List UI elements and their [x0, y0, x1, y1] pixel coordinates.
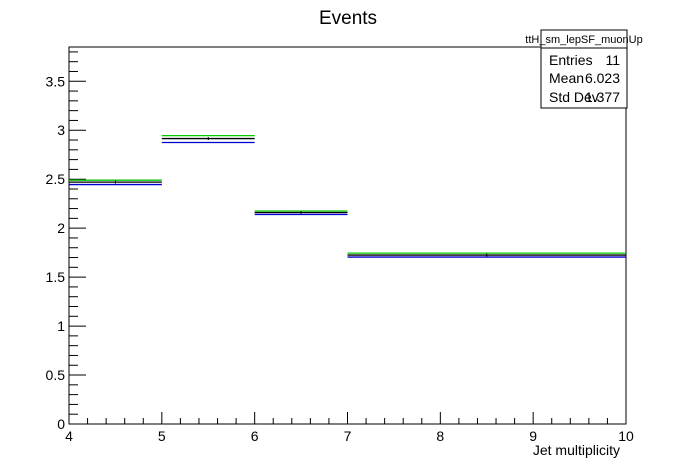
y-tick-label: 2.5 — [46, 171, 66, 187]
series-layer — [69, 134, 626, 258]
stats-entries-value: 11 — [605, 52, 620, 68]
stats-stddev-label: Std Dev — [549, 89, 599, 105]
x-tick-label: 5 — [158, 428, 166, 444]
stats-mean-value: 6.023 — [585, 70, 620, 86]
y-tick-label: 0.5 — [46, 367, 66, 383]
stats-stddev-value: 1.377 — [585, 89, 620, 105]
y-tick-label: 1.5 — [46, 269, 66, 285]
x-tick-label: 10 — [618, 428, 634, 444]
x-tick-label: 8 — [436, 428, 444, 444]
y-axis: 0 0.5 1 1.5 2 2.5 3 3.5 — [46, 51, 86, 432]
y-tick-label: 3 — [57, 122, 65, 138]
stats-entries-label: Entries — [549, 52, 593, 68]
y-tick-label: 0 — [57, 416, 65, 432]
stats-box-title: ttH_sm_lepSF_muonUp — [525, 34, 642, 46]
x-tick-label: 7 — [344, 428, 352, 444]
x-tick-label: 6 — [251, 428, 259, 444]
stats-box: ttH_sm_lepSF_muonUp Entries 11 Mean 6.02… — [525, 29, 643, 109]
x-tick-label: 4 — [65, 428, 73, 444]
x-tick-label: 9 — [529, 428, 537, 444]
y-tick-label: 3.5 — [46, 73, 66, 89]
y-tick-label: 2 — [57, 220, 65, 236]
x-axis-label: Jet multiplicity — [533, 442, 620, 458]
y-tick-label: 1 — [57, 318, 65, 334]
chart-title: Events — [319, 8, 377, 29]
stats-mean-label: Mean — [549, 70, 584, 86]
x-axis: 4 5 6 7 8 9 10 — [65, 412, 634, 444]
stats-box-frame — [540, 29, 628, 109]
